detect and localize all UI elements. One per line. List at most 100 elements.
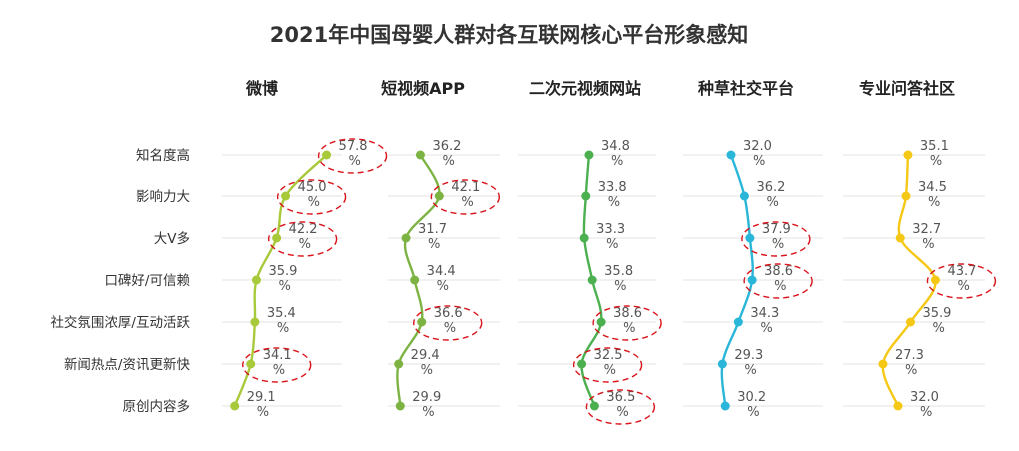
data-point bbox=[901, 191, 911, 201]
data-point bbox=[401, 233, 411, 243]
data-point bbox=[395, 401, 405, 411]
data-label: 36.6% bbox=[434, 306, 463, 336]
data-point bbox=[250, 317, 260, 327]
data-label: 27.3% bbox=[895, 348, 924, 378]
data-label: 35.8% bbox=[604, 264, 633, 294]
data-point bbox=[230, 401, 240, 411]
data-label: 57.8% bbox=[339, 139, 368, 169]
data-label: 35.9% bbox=[268, 264, 297, 294]
data-point bbox=[579, 233, 589, 243]
panel-title: 专业问答社区 bbox=[859, 79, 955, 98]
category-label: 新闻热点/资讯更新快 bbox=[64, 357, 191, 373]
data-point bbox=[434, 191, 444, 201]
highlight-ellipse bbox=[572, 347, 643, 383]
data-label: 34.4% bbox=[427, 264, 456, 294]
data-label: 31.7% bbox=[418, 222, 447, 252]
data-label: 35.1% bbox=[920, 139, 949, 169]
data-point bbox=[905, 317, 915, 327]
data-label: 29.3% bbox=[734, 348, 763, 378]
data-point bbox=[596, 317, 606, 327]
highlight-ellipse bbox=[267, 221, 338, 257]
highlight-ellipse bbox=[317, 138, 388, 174]
data-point bbox=[577, 359, 587, 369]
data-point bbox=[717, 359, 727, 369]
data-label: 33.3% bbox=[596, 222, 625, 252]
chart-title: 2021年中国母婴人群对各互联网核心平台形象感知 bbox=[270, 23, 748, 47]
data-label: 34.8% bbox=[601, 139, 630, 169]
data-label: 32.0% bbox=[910, 390, 939, 420]
data-label: 34.5% bbox=[918, 180, 947, 210]
data-point bbox=[417, 317, 427, 327]
data-point bbox=[739, 191, 749, 201]
data-label: 37.9% bbox=[762, 222, 791, 252]
data-point bbox=[895, 233, 905, 243]
series-panel: 短视频APP 36.2 % 42.1 %31.7 % 34.4 % 36.6 % 29.4 % 29.9… bbox=[381, 79, 501, 420]
data-point bbox=[322, 150, 332, 160]
highlight-ellipse bbox=[592, 305, 662, 341]
data-label: 43.7% bbox=[947, 264, 976, 294]
data-label: 35.4% bbox=[267, 306, 296, 336]
data-label: 36.2% bbox=[432, 139, 461, 169]
highlight-ellipse bbox=[430, 179, 501, 215]
series-panel: 种草社交平台 32.0 % 36.2 % 37.9 % 38.6 % 34.3 % 29.3 % 30.2… bbox=[683, 79, 823, 420]
data-label: 32.5% bbox=[594, 348, 623, 378]
data-point bbox=[581, 191, 591, 201]
data-label: 29.4% bbox=[411, 348, 440, 378]
data-label: 35.9% bbox=[922, 306, 951, 336]
data-point bbox=[246, 359, 256, 369]
highlight-ellipse bbox=[926, 263, 997, 299]
data-point bbox=[584, 150, 594, 160]
highlight-ellipse bbox=[413, 305, 483, 341]
data-point bbox=[903, 150, 913, 160]
category-label: 大V多 bbox=[154, 230, 190, 247]
data-point bbox=[394, 359, 404, 369]
data-point bbox=[878, 359, 888, 369]
data-label: 32.0% bbox=[743, 139, 772, 169]
data-label: 36.5% bbox=[606, 390, 635, 420]
series-panel: 专业问答社区 35.1 % 34.5 % 32.7 %43.7 % 35.9 % 27.3 % 32.0… bbox=[843, 79, 997, 420]
data-point bbox=[589, 401, 599, 411]
category-label: 知名度高 bbox=[136, 147, 190, 164]
data-point bbox=[281, 191, 291, 201]
highlight-ellipse bbox=[585, 389, 656, 425]
data-point bbox=[251, 275, 261, 285]
data-label: 30.2% bbox=[737, 390, 766, 420]
data-label: 42.1% bbox=[451, 180, 480, 210]
highlight-ellipse bbox=[242, 347, 312, 383]
data-label: 38.6% bbox=[613, 306, 642, 336]
data-point bbox=[272, 233, 282, 243]
panel-title: 二次元视频网站 bbox=[529, 79, 641, 98]
data-label: 34.1% bbox=[263, 348, 292, 378]
data-label: 42.2% bbox=[289, 222, 318, 252]
data-point bbox=[415, 150, 425, 160]
data-point bbox=[726, 150, 736, 160]
data-label: 45.0% bbox=[298, 180, 327, 210]
category-label: 原创内容多 bbox=[123, 398, 191, 415]
data-point bbox=[410, 275, 420, 285]
category-label: 影响力大 bbox=[136, 189, 190, 205]
data-label: 38.6% bbox=[764, 264, 793, 294]
highlight-ellipse bbox=[276, 179, 347, 215]
highlight-ellipse bbox=[743, 263, 813, 299]
panel-title: 种草社交平台 bbox=[697, 79, 794, 98]
data-point bbox=[930, 275, 940, 285]
panel-title: 微博 bbox=[245, 79, 278, 98]
category-label: 口碑好/可信赖 bbox=[104, 273, 190, 289]
series-panel: 二次元视频网站 34.8 % 33.8 % 33.3 % 35.8 % 38.6 % 32.5 % 36.… bbox=[518, 79, 662, 425]
data-point bbox=[587, 275, 597, 285]
data-point bbox=[733, 317, 743, 327]
category-label: 社交氛围浓厚/互动活跃 bbox=[50, 314, 190, 331]
data-label: 33.8% bbox=[598, 180, 627, 210]
data-point bbox=[745, 233, 755, 243]
data-label: 29.1% bbox=[247, 390, 276, 420]
data-point bbox=[893, 401, 903, 411]
data-label: 36.2% bbox=[756, 180, 785, 210]
highlight-ellipse bbox=[741, 221, 811, 257]
series-panel: 微博 57.8 % 45.0 % 42.2 % 35.9 % 35.4 % 34.1 % 29.1% bbox=[222, 79, 388, 420]
data-label: 32.7% bbox=[912, 222, 941, 252]
data-point bbox=[747, 275, 757, 285]
data-point bbox=[720, 401, 730, 411]
panel-title: 短视频APP bbox=[381, 79, 465, 98]
